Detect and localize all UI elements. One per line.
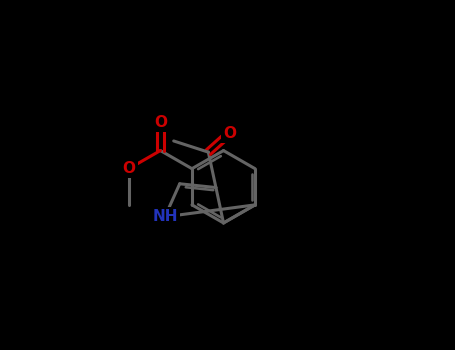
Text: NH: NH: [152, 209, 177, 224]
Text: O: O: [223, 126, 236, 141]
Text: O: O: [154, 115, 167, 130]
Text: O: O: [122, 161, 136, 176]
